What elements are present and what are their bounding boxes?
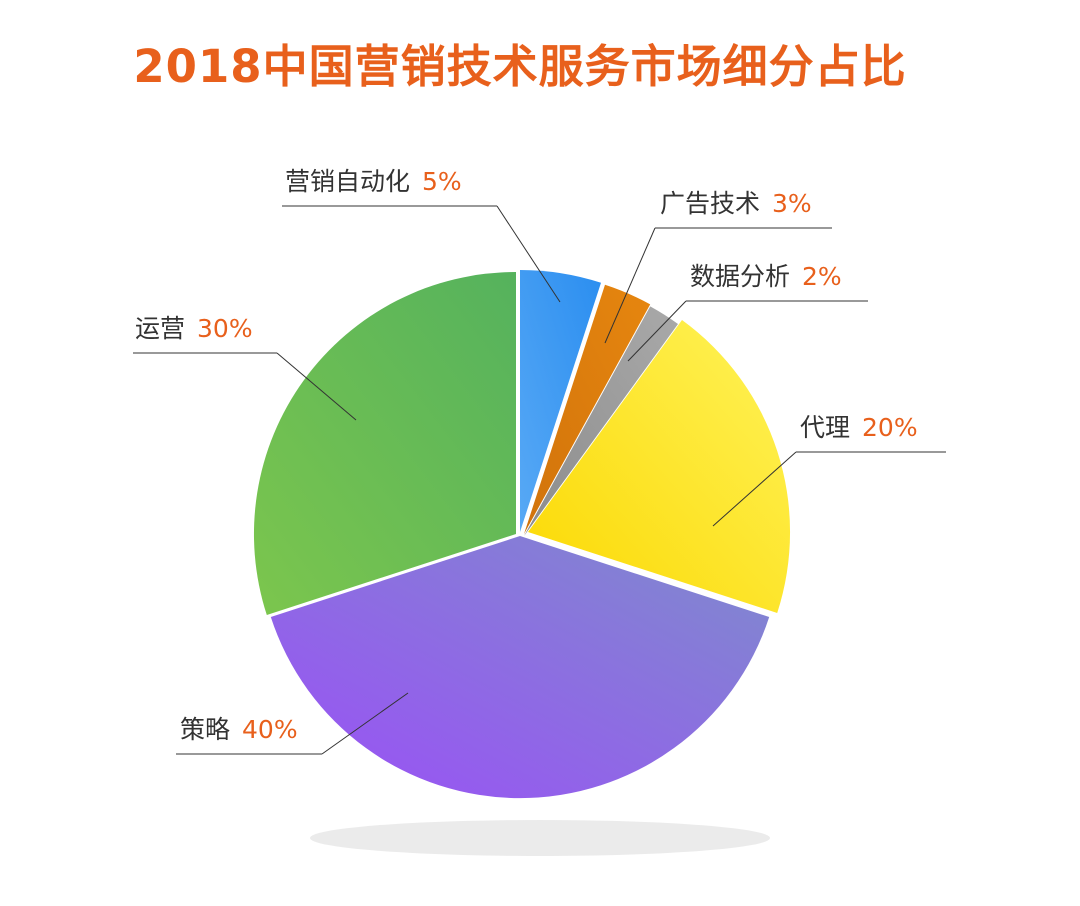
slice-name: 策略 <box>180 715 230 744</box>
leader-line <box>276 352 357 421</box>
leader-line <box>627 300 687 362</box>
pie-shadow <box>310 820 770 856</box>
pie-slice-2 <box>524 284 651 534</box>
slice-percent: 2% <box>802 262 842 291</box>
slice-name: 代理 <box>800 413 850 442</box>
slice-percent: 30% <box>197 314 253 343</box>
slice-label: 运营 30% <box>135 314 253 343</box>
slice-percent: 20% <box>862 413 918 442</box>
pie-slice-1 <box>520 270 601 532</box>
pie-slice-5 <box>270 536 770 799</box>
slice-name: 数据分析 <box>690 262 790 291</box>
slice-label: 数据分析 2% <box>690 262 842 291</box>
slice-name: 运营 <box>135 314 185 343</box>
slice-percent: 3% <box>772 189 812 218</box>
slice-percent: 5% <box>422 167 462 196</box>
slice-label: 营销自动化 5% <box>285 167 462 196</box>
leader-line <box>604 227 656 344</box>
slice-label: 代理 20% <box>800 413 918 442</box>
slice-percent: 40% <box>242 715 298 744</box>
slice-name: 营销自动化 <box>285 167 410 196</box>
leader-line <box>496 205 561 303</box>
leader-line <box>712 451 797 527</box>
pie-slice-6 <box>253 272 517 615</box>
chart-title: 2018中国营销技术服务市场细分占比 <box>133 40 907 93</box>
slice-name: 广告技术 <box>660 189 760 218</box>
leader-line <box>321 692 409 755</box>
slice-label: 策略 40% <box>180 715 298 744</box>
pie-slice-4 <box>528 320 791 613</box>
slice-label: 广告技术 3% <box>660 189 812 218</box>
pie-slice-3 <box>524 306 678 536</box>
